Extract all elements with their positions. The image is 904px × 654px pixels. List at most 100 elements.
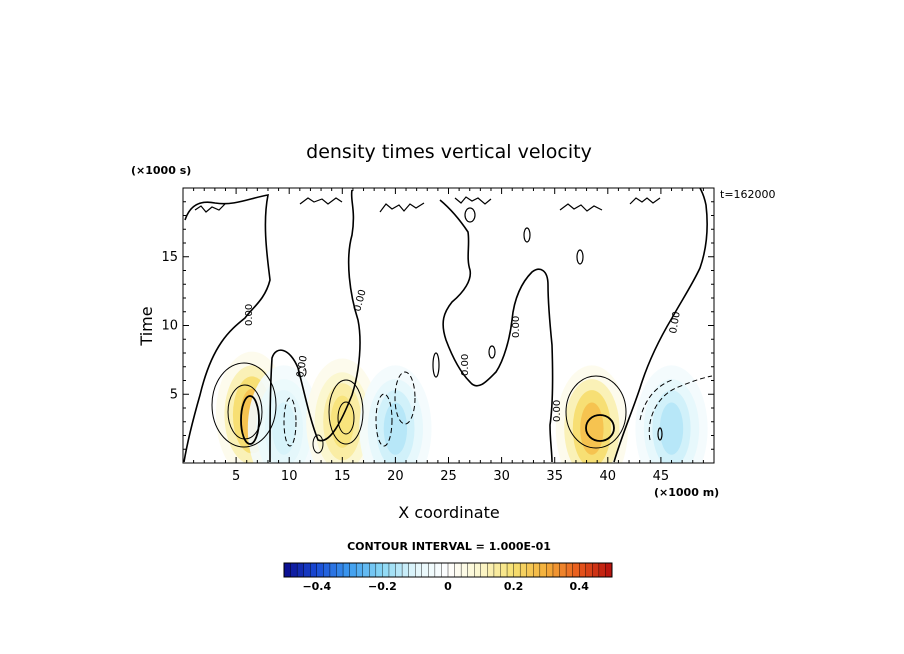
colorbar-swatch — [598, 562, 606, 578]
colorbar-swatch — [460, 562, 469, 578]
colorbar-tick-label: 0.2 — [504, 580, 524, 593]
colorbar-swatch — [513, 562, 521, 578]
negative-contour — [297, 366, 307, 378]
noise-contour — [432, 352, 440, 378]
positive-strong-contour — [240, 395, 260, 445]
x-tick-label: 5 — [232, 469, 240, 484]
colorbar — [283, 562, 613, 578]
colorbar-swatch — [355, 562, 364, 578]
colorbar-frame — [283, 562, 613, 578]
x-tick-label: 25 — [440, 469, 457, 484]
noise-contour — [488, 345, 496, 359]
colorbar-swatch — [323, 562, 331, 578]
noise-contour — [576, 249, 584, 265]
x-tick-label: 30 — [493, 469, 510, 484]
contour-label: 0.00 — [511, 316, 522, 338]
positive-contour — [328, 379, 364, 445]
colorbar-swatch — [546, 562, 554, 578]
colorbar-swatch — [382, 562, 390, 578]
y-unit-label: (×1000 s) — [131, 164, 191, 177]
field-patch — [330, 395, 354, 448]
noise-contour — [299, 197, 343, 205]
zero-contour — [613, 188, 708, 463]
colorbar-swatch — [592, 562, 600, 578]
positive-strong-contour — [585, 414, 615, 442]
colorbar-swatch — [316, 562, 324, 578]
x-tick-label: 15 — [334, 469, 351, 484]
x-tick-label: 35 — [546, 469, 563, 484]
time-stamp-label: t=162000 — [720, 188, 776, 201]
colorbar-swatch — [447, 562, 456, 578]
colorbar-swatch — [533, 562, 541, 578]
negative-contour — [394, 371, 416, 425]
colorbar-swatch — [480, 562, 488, 578]
noise-contour — [464, 207, 476, 223]
colorbar-swatch — [408, 562, 416, 578]
colorbar-swatch — [401, 562, 410, 578]
colorbar-swatch — [585, 562, 593, 578]
contour-label: 0.00 — [352, 288, 368, 312]
negative-contour — [648, 375, 713, 441]
colorbar-swatch — [349, 562, 357, 578]
colorbar-tick-label: −0.2 — [368, 580, 397, 593]
colorbar-swatch — [310, 562, 318, 578]
colorbar-swatch — [303, 562, 311, 578]
contour-label: 0.00 — [552, 400, 563, 422]
x-tick-label: 40 — [600, 469, 617, 484]
field-patch — [383, 402, 408, 455]
colorbar-swatch — [415, 562, 423, 578]
contour-label: 0.00 — [295, 355, 310, 379]
negative-contour — [375, 393, 393, 447]
noise-contour — [657, 427, 663, 441]
y-axis-ticks: 5 10 15 — [161, 201, 714, 450]
x-unit-label: (×1000 m) — [654, 486, 719, 499]
contour-label: 0.00 — [460, 354, 471, 376]
colorbar-swatch — [572, 562, 580, 578]
negative-contour — [639, 379, 673, 421]
colorbar-swatch — [290, 562, 298, 578]
y-tick-label: 15 — [161, 250, 178, 265]
colorbar-swatch — [487, 562, 495, 578]
colorbar-swatch — [559, 562, 567, 578]
colorbar-swatch — [506, 562, 515, 578]
colorbar-swatch — [552, 562, 561, 578]
positive-contour — [337, 401, 355, 435]
colorbar-swatch — [336, 562, 344, 578]
y-tick-label: 10 — [161, 319, 178, 334]
colorbar-swatch — [369, 562, 377, 578]
x-axis-ticks: 5 10 15 20 25 30 35 40 45 — [193, 188, 704, 484]
chart-title: density times vertical velocity — [306, 141, 592, 163]
x-tick-label: 10 — [281, 469, 298, 484]
zero-contour — [269, 189, 361, 463]
colorbar-swatch — [519, 562, 528, 578]
contour-interval-text: CONTOUR INTERVAL = 1.000E-01 — [347, 540, 551, 553]
colorbar-tick-label: −0.4 — [302, 580, 331, 593]
colorbar-swatch — [467, 562, 475, 578]
positive-strong-contour-lines — [240, 395, 615, 445]
colorbar-swatch — [539, 562, 547, 578]
noise-contour — [379, 202, 425, 213]
colorbar-swatch — [493, 562, 501, 578]
x-tick-label: 20 — [387, 469, 404, 484]
contour-label: 0.00 — [244, 304, 255, 326]
zero-contour — [183, 194, 271, 463]
y-axis-label: Time — [137, 306, 156, 346]
negative-contour — [283, 397, 297, 447]
colorbar-swatch — [421, 562, 429, 578]
noise-contour — [559, 203, 603, 212]
noisy-contour-fringe — [194, 196, 663, 441]
colorbar-swatch — [565, 562, 574, 578]
contour-value-labels: 0.00 0.00 0.00 0.00 0.00 0.00 0.00 — [244, 288, 683, 422]
colorbar-swatch — [388, 562, 397, 578]
positive-contour — [312, 434, 324, 454]
colorbar-swatch — [329, 562, 337, 578]
colorbar-tick-labels: −0.4 −0.2 0 0.2 0.4 — [302, 580, 589, 593]
noise-contour — [523, 227, 531, 243]
noise-contour — [454, 196, 492, 205]
colorbar-swatch — [526, 562, 534, 578]
colorbar-swatch — [283, 562, 292, 578]
colorbar-tick-label: 0 — [444, 580, 452, 593]
noise-contour — [194, 203, 226, 213]
zero-contour — [439, 199, 554, 463]
x-axis-label: X coordinate — [398, 503, 499, 522]
